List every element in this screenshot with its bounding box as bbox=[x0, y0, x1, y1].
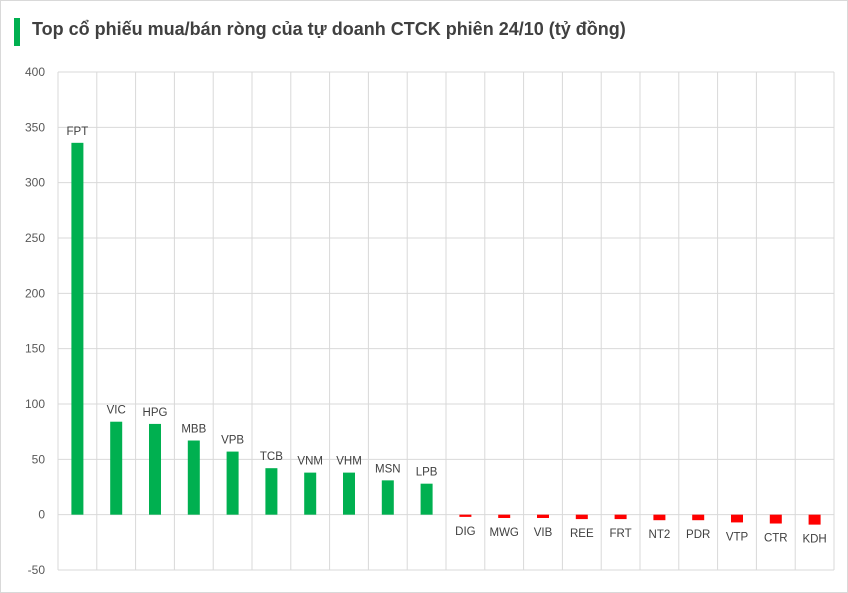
bar-label-kdh: KDH bbox=[802, 534, 826, 546]
y-tick-label: 150 bbox=[25, 342, 45, 356]
bar-kdh bbox=[808, 514, 821, 525]
bar-label-ctr: CTR bbox=[764, 533, 788, 545]
bar-vib bbox=[537, 514, 549, 518]
bar-label-hpg: HPG bbox=[143, 407, 168, 419]
y-tick-label: 100 bbox=[25, 397, 45, 411]
y-tick-label: 350 bbox=[25, 120, 45, 134]
bar-msn bbox=[381, 480, 394, 515]
bar-label-vib: VIB bbox=[534, 527, 553, 539]
y-tick-label: 0 bbox=[38, 508, 45, 522]
bar-label-tcb: TCB bbox=[260, 451, 283, 463]
bar-label-vhm: VHM bbox=[336, 456, 362, 468]
y-tick-label: 300 bbox=[25, 176, 45, 190]
bar-tcb bbox=[265, 468, 278, 515]
bar-ree bbox=[575, 514, 588, 520]
bar-label-vtp: VTP bbox=[726, 531, 749, 543]
bar-label-vic: VIC bbox=[107, 405, 126, 417]
bar-vhm bbox=[343, 472, 355, 515]
bar-pdr bbox=[692, 514, 705, 521]
bar-mbb bbox=[187, 440, 200, 515]
bar-label-lpb: LPB bbox=[416, 467, 438, 479]
bar-label-frt: FRT bbox=[610, 528, 632, 540]
bar-label-dig: DIG bbox=[455, 526, 476, 538]
bar-fpt bbox=[71, 142, 84, 515]
bar-vpb bbox=[226, 451, 239, 515]
bar-vnm bbox=[304, 472, 317, 515]
bar-label-pdr: PDR bbox=[686, 529, 710, 541]
bar-nt2 bbox=[653, 514, 666, 521]
bar-label-ree: REE bbox=[570, 528, 594, 540]
bar-lpb bbox=[420, 483, 433, 515]
bar-vtp bbox=[731, 514, 743, 523]
title-accent-bar bbox=[14, 18, 20, 46]
bar-label-vpb: VPB bbox=[221, 435, 244, 447]
y-tick-label: 250 bbox=[25, 231, 45, 245]
bar-mwg bbox=[498, 514, 511, 518]
bar-label-fpt: FPT bbox=[67, 126, 89, 138]
bar-label-vnm: VNM bbox=[297, 456, 323, 468]
bar-label-mwg: MWG bbox=[490, 527, 519, 539]
bar-frt bbox=[614, 514, 627, 520]
bar-label-mbb: MBB bbox=[181, 424, 206, 436]
bar-label-nt2: NT2 bbox=[649, 529, 671, 541]
chart-title: Top cổ phiếu mua/bán ròng của tự doanh C… bbox=[32, 19, 626, 39]
y-tick-label: 400 bbox=[25, 65, 45, 79]
bar-hpg bbox=[149, 423, 161, 515]
y-tick-label: -50 bbox=[28, 563, 46, 577]
bar-dig bbox=[459, 514, 472, 517]
y-tick-label: 200 bbox=[25, 286, 45, 300]
y-tick-label: 50 bbox=[32, 452, 46, 466]
bar-label-msn: MSN bbox=[375, 463, 401, 475]
bar-ctr bbox=[769, 514, 782, 524]
bar-vic bbox=[110, 421, 123, 515]
